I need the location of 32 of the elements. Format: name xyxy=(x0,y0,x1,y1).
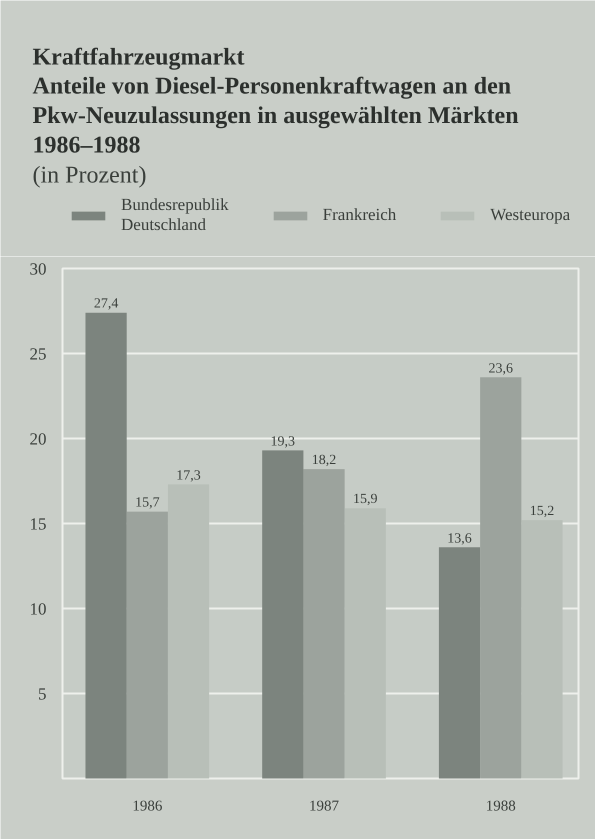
x-tick-label: 1987 xyxy=(309,798,340,814)
y-tick-label: 15 xyxy=(30,514,46,534)
bar xyxy=(262,450,304,778)
data-label: 13,6 xyxy=(447,531,472,546)
bar xyxy=(521,520,563,778)
bar xyxy=(85,312,127,778)
data-label: 15,2 xyxy=(530,504,554,520)
y-tick-label: 20 xyxy=(30,430,46,448)
bar xyxy=(126,512,168,778)
legend-label: Frankreich xyxy=(322,205,396,225)
chart-subtitle: (in Prozent) xyxy=(32,162,146,188)
y-tick-label: 25 xyxy=(30,344,46,364)
data-label: 18,2 xyxy=(312,453,336,468)
data-label: 27,4 xyxy=(94,296,118,312)
bar xyxy=(168,484,210,778)
data-label: 15,9 xyxy=(353,492,378,508)
x-tick-label: 1988 xyxy=(486,798,516,814)
data-label: 15,7 xyxy=(135,496,160,511)
data-label: 23,6 xyxy=(488,361,513,376)
data-label: 19,3 xyxy=(270,434,296,450)
bar xyxy=(480,377,522,778)
y-tick-label: 5 xyxy=(38,684,46,704)
y-tick-label: 10 xyxy=(30,600,46,618)
data-label: 17,3 xyxy=(176,468,201,484)
bar xyxy=(344,508,386,778)
bar xyxy=(303,469,345,778)
legend-label: Bundesrepublik Deutschland xyxy=(121,195,229,235)
y-tick-label: 30 xyxy=(30,260,46,278)
bar xyxy=(438,547,480,778)
legend-label: Westeuropa xyxy=(490,205,570,225)
chart-title: Kraftfahrzeugmarkt Anteile von Diesel-Personenkraftwagen an den Pkw-Neuzulassungen in ausgewählten Märkten 1986–1988 xyxy=(32,44,519,158)
x-tick-label: 1986 xyxy=(132,798,163,814)
